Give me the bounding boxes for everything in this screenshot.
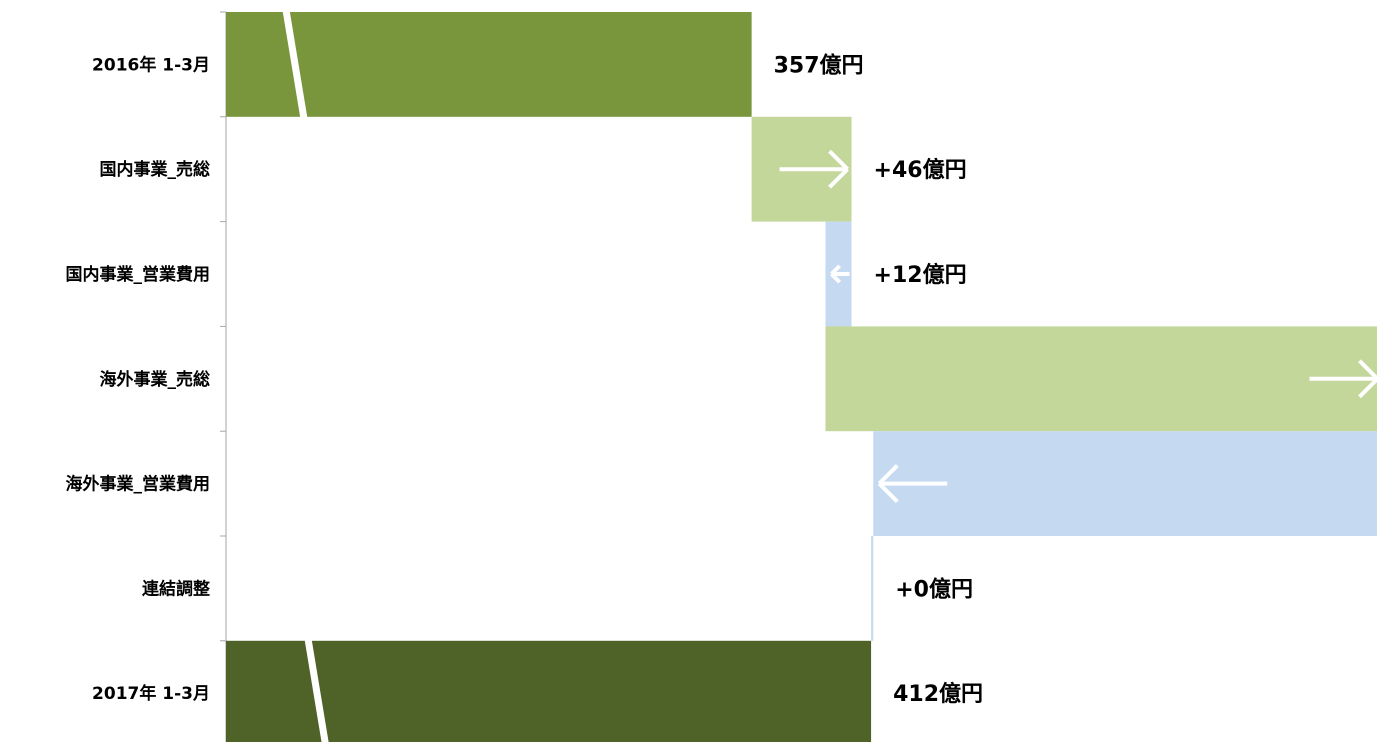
category-label: 国内事業_売総 [100,159,211,180]
arrow-stroke [828,167,849,189]
bar-increase [825,326,1377,432]
category-label: 連結調整 [142,578,210,599]
axis-break-mark [282,9,308,120]
bar-total [226,12,752,117]
category-label: 2016年 1-3月 [92,54,210,75]
category-label: 2017年 1-3月 [92,683,210,704]
category-label: 海外事業_営業費用 [66,474,211,495]
arrow-left-icon [877,464,948,504]
axis-break-mark [304,638,329,742]
arrow-stroke [877,482,899,504]
arrow-stroke [877,464,899,486]
category-label: 海外事業_売総 [100,369,211,390]
arrow-right-icon [779,149,849,189]
data-label: +12億円 [874,262,967,288]
data-label: 357億円 [774,52,864,78]
arrow-stroke [1358,359,1377,381]
data-label: 412億円 [893,681,983,707]
arrow-stroke [828,149,849,171]
arrow-stroke [1358,377,1377,399]
bar-total [226,640,872,742]
bar-decrease [873,431,1377,536]
arrow-stroke [830,272,842,284]
data-label: +46億円 [874,157,967,183]
data-label: +0億円 [895,576,973,602]
category-label: 国内事業_営業費用 [66,264,211,285]
arrow-right-icon [1309,359,1377,399]
bar-adjustment [871,536,874,641]
arrow-left-icon [830,264,850,284]
